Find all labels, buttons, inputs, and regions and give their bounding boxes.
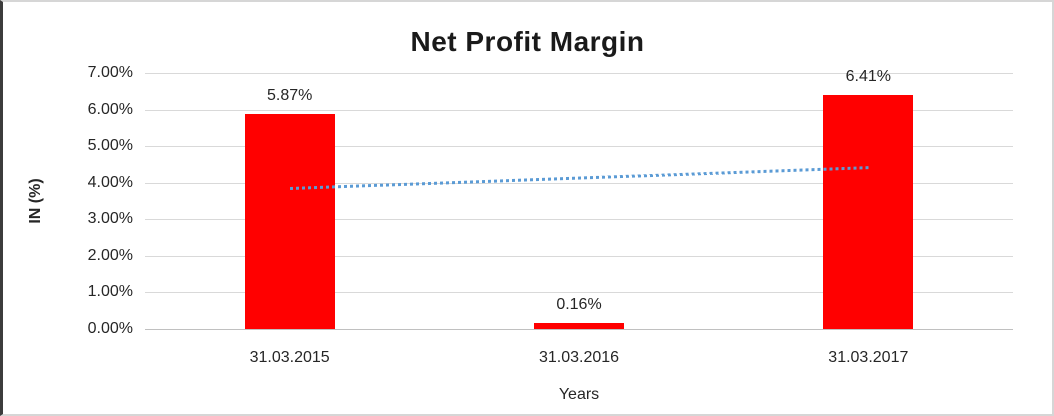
plot-area: 5.87% 0.16% 6.41%: [145, 68, 1013, 330]
gridline: [145, 255, 1013, 257]
trendline[interactable]: [289, 165, 869, 190]
gridline: [145, 292, 1013, 294]
gridline: [145, 73, 1013, 74]
bar-value-label: 6.41%: [845, 67, 892, 85]
x-tick-label: 31.03.2016: [538, 349, 620, 366]
chart-title: Net Profit Margin: [410, 26, 645, 57]
y-tick-label: 7.00%: [87, 64, 133, 81]
y-tick-label: 0.00%: [87, 320, 133, 337]
gridline: [145, 182, 1013, 184]
bar[interactable]: [534, 323, 624, 329]
x-tick-label: 31.03.2015: [249, 349, 330, 366]
bar-value-label: 0.16%: [556, 296, 602, 314]
bar[interactable]: [823, 94, 914, 329]
gridline: [145, 329, 1013, 330]
y-tick-label: 2.00%: [87, 246, 133, 264]
gridline: [145, 146, 1013, 148]
y-tick-label: 6.00%: [87, 100, 133, 118]
bar-value-label: 5.87%: [266, 87, 313, 105]
x-axis-title: Years: [558, 386, 600, 403]
y-tick-label: 5.00%: [87, 137, 133, 155]
y-tick-label: 4.00%: [87, 173, 133, 191]
x-tick-label: 31.03.2017: [828, 349, 909, 366]
gridline: [145, 219, 1013, 221]
bar[interactable]: [244, 114, 335, 329]
y-tick-label: 3.00%: [87, 210, 133, 228]
gridline: [145, 109, 1013, 111]
y-tick-label: 1.00%: [87, 283, 133, 301]
